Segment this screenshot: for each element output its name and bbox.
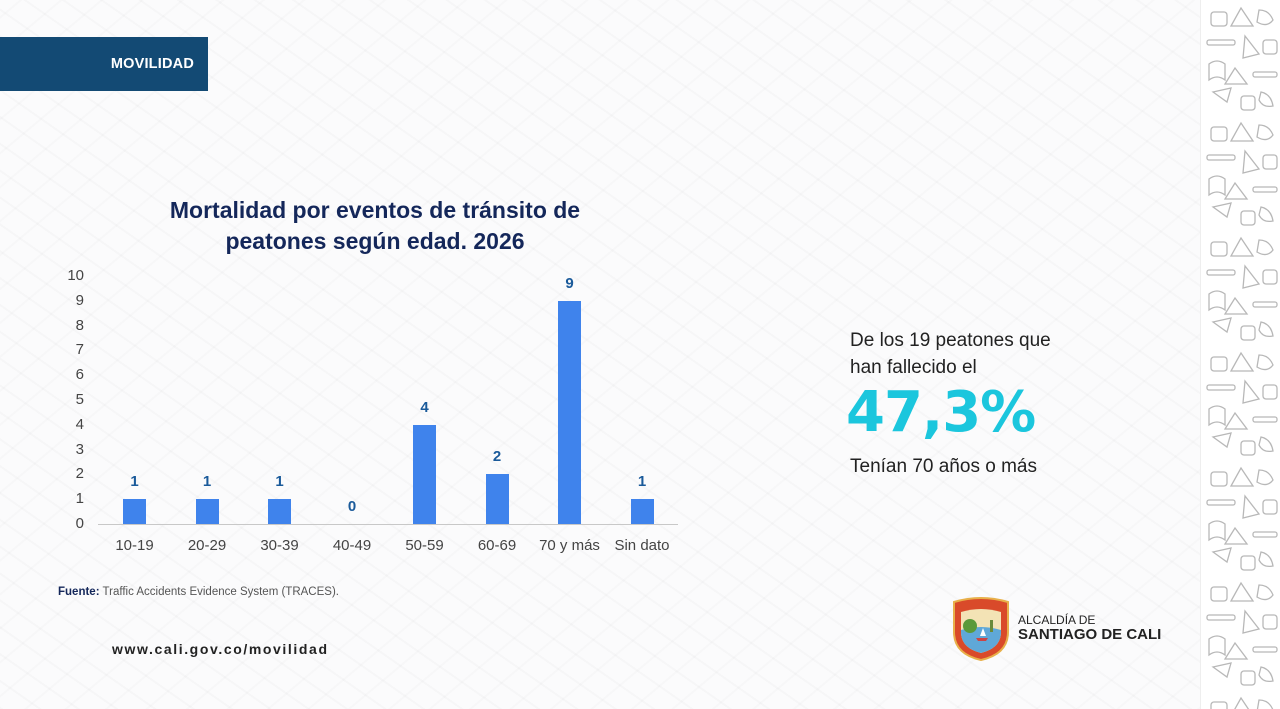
chart-title-line-2: peatones según edad. 2026	[225, 228, 525, 254]
bar-value-label: 1	[275, 473, 284, 491]
y-tick-label: 2	[75, 465, 84, 483]
bar-value-label: 1	[637, 473, 647, 491]
bar-value-label: 2	[492, 448, 502, 466]
y-tick-label: 10	[67, 267, 84, 284]
x-category-label: 70 y más	[539, 537, 600, 554]
x-category-label: 30-39	[260, 537, 299, 554]
source-note: Fuente: Traffic Accidents Evidence Syste…	[58, 586, 339, 598]
y-tick-label: 7	[75, 341, 84, 359]
chart-title-line-1: Mortalidad por eventos de tránsito de	[169, 197, 581, 223]
bar	[123, 499, 146, 524]
bar	[268, 499, 291, 524]
bar	[558, 300, 581, 524]
x-category-label: Sin dato	[614, 537, 670, 554]
alcaldia-logo: ALCALDÍA DE SANTIAGO DE CALI	[950, 596, 1161, 662]
y-tick-label: 6	[75, 366, 84, 384]
stat-intro-line-2: han fallecido el	[850, 357, 977, 378]
coat-of-arms-icon	[953, 597, 1009, 662]
logo-line-1: ALCALDÍA DE	[1018, 613, 1096, 628]
source-text: Traffic Accidents Evidence System (TRACE…	[99, 586, 339, 598]
bar	[195, 499, 219, 524]
y-tick-label: 8	[75, 316, 84, 334]
stat-percentage: 47,3%	[846, 380, 1036, 445]
bar-value-label: 0	[347, 498, 357, 515]
logo-line-2: SANTIAGO DE CALI	[1018, 626, 1162, 644]
x-category-label: 50-59	[405, 537, 444, 554]
section-tag-label: MOVILIDAD	[110, 56, 194, 72]
website-url[interactable]: www.cali.gov.co/movilidad	[112, 641, 329, 657]
y-tick-label: 4	[75, 415, 84, 433]
stat-outro: Tenían 70 años o más	[850, 456, 1037, 477]
bar-value-label: 1	[130, 473, 139, 491]
bar	[630, 499, 654, 524]
bar-chart: 0 1 2 3 4 5 6 7 8 9 10 1 10-19 1 20-29 1 30-39 0 40-49 4 50-…	[60, 265, 690, 565]
x-category-label: 60-69	[477, 537, 517, 554]
source-label: Fuente:	[58, 586, 100, 598]
bar-value-label: 4	[420, 398, 429, 416]
section-tag: MOVILIDAD	[0, 37, 208, 91]
stat-intro: De los 19 peatones que han fallecido el	[850, 327, 1051, 381]
bar	[485, 474, 509, 524]
chart-title: Mortalidad por eventos de tránsito de pe…	[100, 195, 650, 257]
y-tick-label: 5	[75, 391, 84, 408]
y-tick-label: 9	[75, 291, 84, 309]
y-tick-label: 0	[75, 515, 84, 532]
bar-value-label: 9	[565, 274, 574, 292]
y-tick-label: 1	[75, 490, 84, 508]
y-tick-label: 3	[75, 440, 84, 458]
bar-value-label: 1	[202, 473, 212, 491]
x-category-label: 20-29	[187, 537, 227, 554]
stat-intro-line-1: De los 19 peatones que	[850, 330, 1051, 351]
bar	[413, 424, 436, 524]
x-category-label: 40-49	[332, 537, 372, 554]
x-category-label: 10-19	[115, 537, 154, 554]
decorative-side-pattern	[1200, 0, 1280, 709]
x-axis-line	[98, 524, 678, 525]
